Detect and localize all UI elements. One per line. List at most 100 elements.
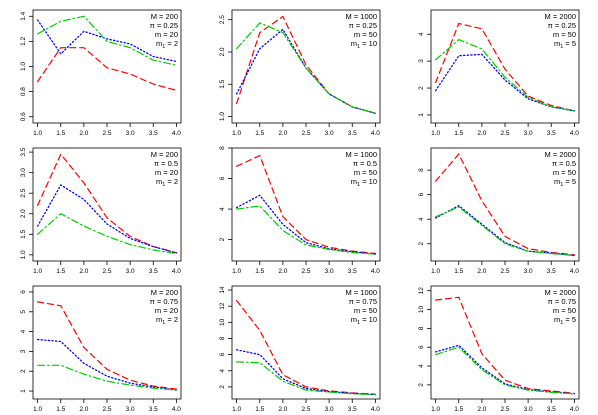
annotation-line: π = 0.5: [154, 159, 178, 168]
annotation-line: m = 50: [553, 168, 576, 177]
y-tick-label: 2: [418, 242, 425, 246]
x-tick-label: 1.0: [431, 406, 440, 413]
annotation-line: m1 = 5: [554, 39, 576, 50]
series-line-green: [434, 206, 575, 257]
x-tick-label: 1.5: [56, 406, 65, 413]
x-tick-label: 1.5: [56, 130, 65, 137]
series-line-red: [434, 296, 575, 394]
y-tick-label: 3.5: [20, 147, 27, 156]
y-tick-label: 8: [418, 168, 425, 172]
x-tick-label: 4.0: [570, 130, 579, 137]
x-tick-label: 2.0: [477, 406, 486, 413]
y-tick-label: 6: [219, 176, 226, 180]
x-tick-label: 3.5: [348, 130, 357, 137]
y-tick-label: 1.2: [20, 36, 27, 45]
x-tick-label: 1.0: [232, 130, 241, 137]
series-line-green: [434, 346, 575, 395]
annotation-line: π = 0.25: [150, 21, 178, 30]
y-tick-label: 1.0: [20, 250, 27, 259]
y-tick-label: 4: [418, 364, 425, 368]
x-tick-label: 2.5: [102, 130, 111, 137]
y-tick-label: 8: [219, 146, 226, 150]
x-tick-label: 2.0: [79, 130, 88, 137]
x-tick-label: 4.0: [371, 268, 380, 275]
annotation-line: m1 = 5: [554, 315, 576, 326]
series-line-red: [235, 154, 376, 255]
y-tick-label: 4: [20, 329, 27, 333]
annotation-line: M = 1000: [346, 288, 377, 297]
x-tick-label: 2.5: [301, 406, 310, 413]
annotation-line: m1 = 10: [351, 315, 377, 326]
y-tick-label: 1: [20, 389, 27, 393]
series-line-blue: [434, 344, 576, 395]
x-tick-label: 3.0: [524, 268, 533, 275]
series-line-red: [36, 47, 177, 92]
series-line-green: [235, 205, 376, 255]
x-tick-label: 3.0: [325, 268, 334, 275]
y-tick-label: 2: [219, 237, 226, 241]
x-tick-label: 3.5: [547, 268, 556, 275]
annotation-line: m = 50: [354, 30, 377, 39]
y-tick-label: 2: [418, 383, 425, 387]
y-tick-label: 1.0: [20, 62, 27, 71]
x-tick-label: 2.0: [278, 130, 287, 137]
x-tick-label: 2.0: [278, 268, 287, 275]
series-line-green: [36, 364, 177, 391]
y-tick-label: 3: [20, 349, 27, 353]
x-tick-label: 3.0: [524, 130, 533, 137]
y-tick-label: 1.4: [20, 11, 27, 20]
annotation-line: π = 0.25: [548, 21, 576, 30]
series-line-blue: [235, 349, 377, 396]
y-tick-label: 2: [219, 385, 226, 389]
series-line-red: [36, 301, 177, 390]
annotation-line: m = 20: [155, 168, 178, 177]
x-tick-label: 2.5: [301, 130, 310, 137]
y-tick-label: 1.5: [219, 79, 226, 88]
x-tick-label: 1.5: [454, 406, 463, 413]
x-tick-label: 2.5: [500, 268, 509, 275]
x-tick-label: 3.5: [149, 268, 158, 275]
annotation-line: π = 0.75: [548, 297, 576, 306]
x-tick-label: 4.0: [172, 406, 181, 413]
series-line-green: [36, 15, 177, 66]
series-line-green: [36, 212, 177, 255]
x-tick-label: 3.5: [149, 130, 158, 137]
x-tick-label: 3.5: [547, 130, 556, 137]
chart-panel-4: 1.0 1.5 2.0 2.5 3.0 3.5 4.0 1.0 1.5 2.0 2.5 3.0 3.5 M…: [20, 147, 182, 275]
annotation-line: M = 1000: [346, 150, 377, 159]
x-tick-label: 1.5: [255, 406, 264, 413]
y-tick-label: 12: [418, 287, 425, 295]
x-tick-label: 1.0: [431, 130, 440, 137]
annotation-line: m = 20: [155, 30, 178, 39]
x-tick-label: 4.0: [172, 130, 181, 137]
series-line-blue: [235, 194, 377, 255]
x-tick-label: 3.0: [126, 406, 135, 413]
x-tick-label: 2.5: [102, 406, 111, 413]
x-tick-label: 1.5: [56, 268, 65, 275]
x-tick-label: 2.0: [79, 268, 88, 275]
x-tick-label: 2.0: [477, 268, 486, 275]
y-tick-label: 1: [418, 113, 425, 117]
x-tick-label: 1.0: [232, 268, 241, 275]
annotation-line: M = 200: [151, 150, 178, 159]
annotation-line: M = 200: [151, 12, 178, 21]
x-tick-label: 3.0: [524, 406, 533, 413]
annotation-line: m1 = 2: [156, 177, 178, 188]
y-tick-label: 4: [418, 32, 425, 36]
annotation-line: M = 1000: [346, 12, 377, 21]
y-tick-label: 12: [219, 302, 226, 310]
annotation-line: π = 0.5: [353, 159, 377, 168]
annotation-line: m1 = 2: [156, 39, 178, 50]
y-tick-label: 4: [219, 369, 226, 373]
y-tick-label: 1.5: [20, 229, 27, 238]
annotation-line: M = 2000: [545, 288, 576, 297]
annotation-line: m = 20: [155, 306, 178, 315]
annotation-line: π = 0.5: [552, 159, 576, 168]
y-tick-label: 0.6: [20, 112, 27, 121]
x-tick-label: 1.0: [33, 406, 42, 413]
x-tick-label: 3.5: [547, 406, 556, 413]
y-tick-label: 4: [219, 207, 226, 211]
x-tick-label: 3.0: [126, 130, 135, 137]
